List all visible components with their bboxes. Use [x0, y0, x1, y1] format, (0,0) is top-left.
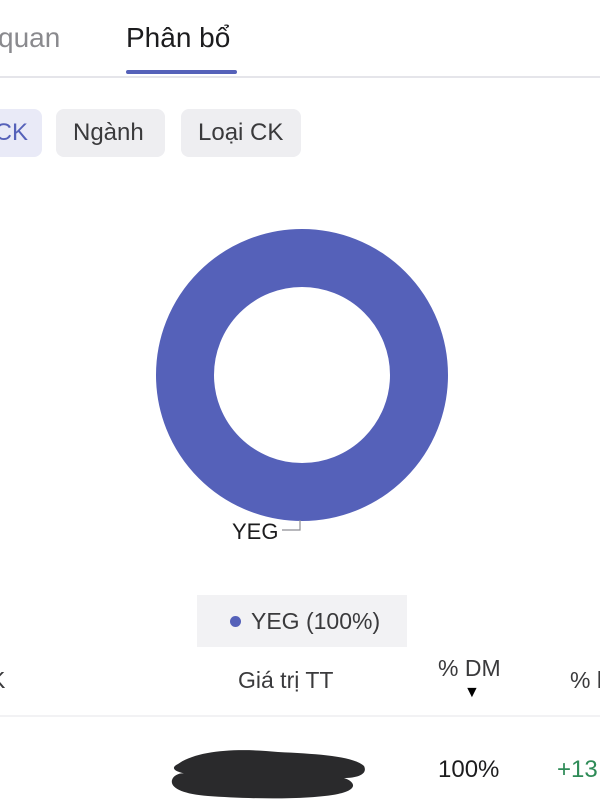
column-header-change[interactable]: % l [570, 667, 600, 693]
filter-chip-stock[interactable]: CK [0, 109, 42, 157]
chart-legend[interactable]: YEG (100%) [197, 595, 407, 647]
tab-overview[interactable]: quan [0, 22, 61, 53]
column-header-symbol[interactable]: K [0, 666, 5, 694]
slice-label-leader-line [282, 520, 301, 531]
allocation-donut-chart: YEG [156, 229, 448, 544]
legend-label: YEG (100%) [251, 608, 381, 634]
donut-slice-yeg[interactable] [156, 229, 448, 521]
table-divider [0, 715, 600, 717]
sort-desc-icon[interactable]: ▼ [464, 684, 480, 701]
tab-allocation[interactable]: Phân bổ [126, 22, 231, 53]
column-header-weight[interactable]: % DM [438, 655, 501, 681]
redacted-market-value [171, 750, 365, 799]
tab-bar: quan Phân bổ [0, 0, 600, 78]
legend-color-dot [230, 616, 241, 627]
active-tab-indicator [126, 70, 237, 74]
table-cell-change: +13 [557, 756, 598, 783]
filter-chip-stock-type[interactable]: Loại CK [181, 109, 301, 157]
filter-chip-industry[interactable]: Ngành [56, 109, 165, 157]
slice-label: YEG [232, 519, 278, 544]
column-header-market-value[interactable]: Giá trị TT [238, 667, 334, 693]
table-cell-weight: 100% [438, 756, 500, 783]
